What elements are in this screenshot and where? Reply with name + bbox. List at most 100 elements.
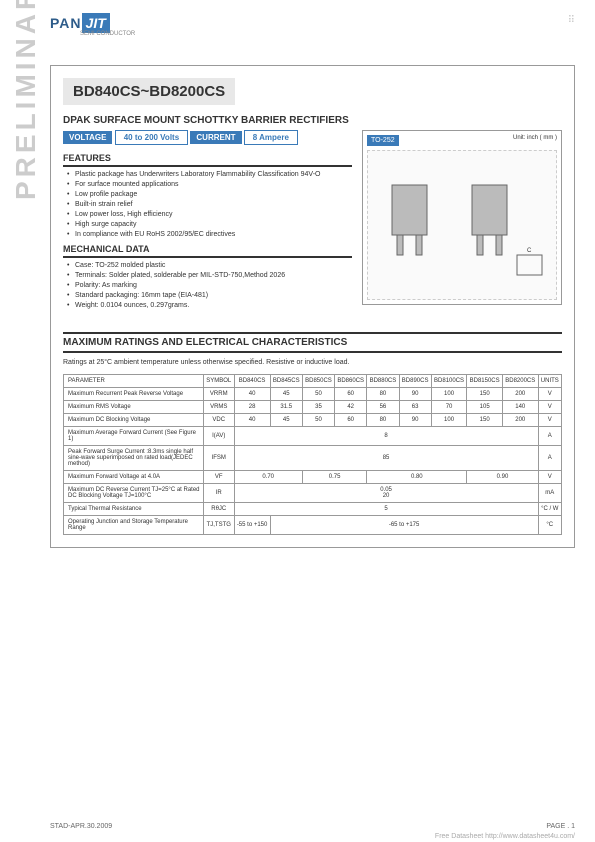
param-cell: Operating Junction and Storage Temperatu… xyxy=(64,516,204,535)
table-header-cell: BD8150CS xyxy=(467,375,503,388)
value-cell: 63 xyxy=(399,401,431,414)
table-header-cell: BD890CS xyxy=(399,375,431,388)
package-label: TO-252 xyxy=(367,135,399,146)
value-cell: 42 xyxy=(335,401,367,414)
to252-outline-icon: C xyxy=(372,155,552,295)
value-cell: 50 xyxy=(302,388,334,401)
table-header-cell: UNITS xyxy=(538,375,561,388)
span-cell: 0.05 20 xyxy=(234,484,538,503)
unit-cell: A xyxy=(538,446,561,471)
table-row: Maximum Average Forward Current (See Fig… xyxy=(64,427,562,446)
mechanical-header: MECHANICAL DATA xyxy=(63,244,352,258)
param-cell: Maximum Recurrent Peak Reverse Voltage xyxy=(64,388,204,401)
param-cell: Typical Thermal Resistance xyxy=(64,503,204,516)
unit-cell: A xyxy=(538,427,561,446)
svg-text:C: C xyxy=(527,248,532,254)
table-body: Maximum Recurrent Peak Reverse VoltageVR… xyxy=(64,388,562,535)
ratings-header: MAXIMUM RATINGS AND ELECTRICAL CHARACTER… xyxy=(63,332,562,353)
unit-cell: mA xyxy=(538,484,561,503)
value-cell: 80 xyxy=(367,414,399,427)
logo: PANJIT SEMI CONDUCTOR xyxy=(50,15,135,37)
feature-item: Low power loss, High efficiency xyxy=(67,211,352,218)
value-cell: 200 xyxy=(502,414,538,427)
feature-item: Built-in strain relief xyxy=(67,201,352,208)
current-value: 8 Ampere xyxy=(244,130,298,145)
decorative-dots: ⠿ xyxy=(568,15,575,26)
logo-subtitle: SEMI CONDUCTOR xyxy=(80,31,135,37)
table-header-cell: PARAMETER xyxy=(64,375,204,388)
logo-text-jit: JIT xyxy=(82,13,110,33)
table-header-cell: BD840CS xyxy=(234,375,270,388)
value-cell: 35 xyxy=(302,401,334,414)
symbol-cell: I(AV) xyxy=(204,427,235,446)
param-cell: Maximum Forward Voltage at 4.0A xyxy=(64,471,204,484)
features-list: Plastic package has Underwriters Laborat… xyxy=(63,171,352,238)
voltage-label: VOLTAGE xyxy=(63,131,112,144)
value-cell: 150 xyxy=(467,414,503,427)
symbol-cell: VDC xyxy=(204,414,235,427)
mech-item: Terminals: Solder plated, solderable per… xyxy=(67,272,352,279)
table-row: Maximum Recurrent Peak Reverse VoltageVR… xyxy=(64,388,562,401)
table-header-cell: BD860CS xyxy=(335,375,367,388)
watermark-preliminary: PRELIMINARY xyxy=(10,0,42,200)
value-cell: 50 xyxy=(302,414,334,427)
footer-date: STAD-APR.30.2009 xyxy=(50,823,112,830)
symbol-cell: IR xyxy=(204,484,235,503)
table-header-cell: BD850CS xyxy=(302,375,334,388)
value-cell: 70 xyxy=(431,401,467,414)
footer-page: PAGE . 1 xyxy=(546,823,575,830)
ratings-table: PARAMETERSYMBOLBD840CSBD845CSBD850CSBD86… xyxy=(63,374,562,535)
group-cell: 0.80 xyxy=(367,471,467,484)
symbol-cell: IFSM xyxy=(204,446,235,471)
package-unit: Unit: inch ( mm ) xyxy=(513,135,557,141)
feature-item: For surface mounted applications xyxy=(67,181,352,188)
ratings-note: Ratings at 25°C ambient temperature unle… xyxy=(63,359,562,366)
span-cell: -65 to +175 xyxy=(270,516,538,535)
value-cell: 40 xyxy=(234,414,270,427)
part-number-title: BD840CS~BD8200CS xyxy=(63,78,235,105)
feature-item: Low profile package xyxy=(67,191,352,198)
value-cell: 100 xyxy=(431,388,467,401)
group-cell: 0.90 xyxy=(467,471,538,484)
table-header-row: PARAMETERSYMBOLBD840CSBD845CSBD850CSBD86… xyxy=(64,375,562,388)
logo-text-pan: PAN xyxy=(50,15,82,31)
value-cell: 28 xyxy=(234,401,270,414)
feature-item: High surge capacity xyxy=(67,221,352,228)
spec-badges: VOLTAGE 40 to 200 Volts CURRENT 8 Ampere xyxy=(63,130,352,145)
table-header-cell: SYMBOL xyxy=(204,375,235,388)
table-row: Typical Thermal ResistanceRθJC5°C / W xyxy=(64,503,562,516)
value-cell: 60 xyxy=(335,388,367,401)
value-cell: 200 xyxy=(502,388,538,401)
value-cell: 105 xyxy=(467,401,503,414)
mech-item: Case: TO-252 molded plastic xyxy=(67,262,352,269)
value-cell: 31.5 xyxy=(270,401,302,414)
symbol-cell: VRRM xyxy=(204,388,235,401)
param-cell: Maximum Average Forward Current (See Fig… xyxy=(64,427,204,446)
group-cell: 0.75 xyxy=(302,471,366,484)
mechanical-list: Case: TO-252 molded plastic Terminals: So… xyxy=(63,262,352,309)
symbol-cell: RθJC xyxy=(204,503,235,516)
symbol-cell: VF xyxy=(204,471,235,484)
content-box: BD840CS~BD8200CS DPAK SURFACE MOUNT SCHO… xyxy=(50,65,575,548)
features-header: FEATURES xyxy=(63,153,352,167)
table-row: Maximum DC Blocking VoltageVDC4045506080… xyxy=(64,414,562,427)
symbol-cell: TJ,TSTG xyxy=(204,516,235,535)
value-cell: 45 xyxy=(270,388,302,401)
current-label: CURRENT xyxy=(190,131,241,144)
table-row: Maximum Forward Voltage at 4.0AVF0.700.7… xyxy=(64,471,562,484)
table-header-cell: BD845CS xyxy=(270,375,302,388)
value-cell: 150 xyxy=(467,388,503,401)
symbol-cell: VRMS xyxy=(204,401,235,414)
value-cell: 40 xyxy=(234,388,270,401)
mech-item: Standard packaging: 16mm tape (EIA-481) xyxy=(67,292,352,299)
package-box: TO-252 Unit: inch ( mm ) C xyxy=(362,130,562,305)
value-cell: 140 xyxy=(502,401,538,414)
voltage-value: 40 to 200 Volts xyxy=(115,130,188,145)
table-row: Maximum DC Reverse Current TJ=25°C at Ra… xyxy=(64,484,562,503)
footer: STAD-APR.30.2009 PAGE . 1 xyxy=(50,823,575,830)
value-cell: -55 to +150 xyxy=(234,516,270,535)
right-column: TO-252 Unit: inch ( mm ) C xyxy=(362,130,562,312)
param-cell: Maximum DC Blocking Voltage xyxy=(64,414,204,427)
span-cell: 5 xyxy=(234,503,538,516)
unit-cell: °C xyxy=(538,516,561,535)
